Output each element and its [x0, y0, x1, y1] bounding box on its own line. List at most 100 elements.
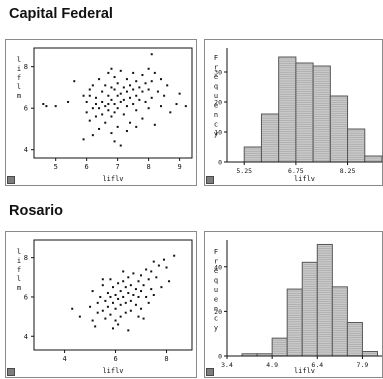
section-title-rosario: Rosario [9, 203, 63, 219]
svg-text:c: c [214, 121, 218, 129]
svg-text:y: y [214, 130, 218, 138]
data-point [142, 317, 145, 320]
scatter-panel-capital-federal[interactable]: 5 6 7 8 9 4 6 8 liflv l i f l m [5, 39, 197, 186]
data-point [127, 292, 130, 295]
data-point [110, 67, 113, 70]
data-point [129, 84, 132, 87]
data-point [85, 111, 88, 114]
data-point [94, 103, 97, 106]
data-point [42, 103, 45, 106]
data-point [125, 105, 128, 108]
data-point [73, 80, 76, 83]
data-point [107, 94, 110, 97]
data-point [88, 88, 91, 91]
data-point [137, 315, 140, 318]
x-tick-label: 9 [177, 163, 181, 171]
svg-text:e: e [214, 296, 218, 304]
data-point [147, 301, 150, 304]
data-point [116, 125, 119, 128]
data-point [101, 284, 104, 287]
data-point [125, 130, 128, 133]
data-point [101, 309, 104, 312]
data-point [141, 117, 144, 120]
data-point [152, 260, 155, 263]
y-tick-label: 4 [24, 333, 28, 341]
scatter-panel-rosario[interactable]: 4 6 8 4 6 8 liflv l i f l m [5, 231, 197, 378]
x-tick-label: 7 [116, 163, 120, 171]
resize-handle-icon[interactable] [7, 368, 15, 376]
data-point [173, 254, 176, 257]
section-title-capital-federal: Capital Federal [9, 6, 113, 22]
data-point [104, 121, 107, 124]
data-point [162, 258, 165, 261]
data-point [129, 96, 132, 99]
data-point [138, 98, 141, 101]
data-point [112, 286, 114, 289]
data-point [110, 132, 113, 135]
data-point [101, 100, 104, 103]
data-point [153, 71, 156, 74]
data-point [104, 299, 107, 302]
data-point [129, 299, 132, 302]
data-point [178, 92, 181, 95]
data-point [132, 103, 135, 106]
data-point [147, 107, 150, 110]
y-tick-label: 6 [24, 105, 28, 113]
svg-text:e: e [214, 102, 218, 110]
svg-text:F: F [214, 54, 218, 62]
y-tick-label: 40 [214, 263, 222, 271]
data-point [114, 307, 117, 310]
data-point [127, 329, 130, 332]
data-point [132, 272, 135, 275]
data-point [122, 86, 125, 89]
data-point [98, 127, 101, 130]
y-tick-label: 6 [24, 293, 28, 301]
x-axis-label: liflv [294, 367, 315, 375]
data-point [109, 278, 112, 281]
data-point [82, 94, 85, 97]
data-point [141, 73, 144, 76]
data-point [138, 86, 141, 89]
y-tick-label: 20 [214, 308, 222, 316]
resize-handle-icon[interactable] [206, 368, 214, 376]
data-point [113, 88, 116, 91]
data-point [122, 280, 125, 283]
data-point [135, 125, 138, 128]
data-point [91, 84, 94, 87]
histogram-bar [364, 155, 383, 163]
data-point [132, 294, 135, 296]
data-point [155, 276, 158, 279]
data-point [150, 270, 153, 273]
svg-text:q: q [214, 277, 218, 285]
resize-handle-icon[interactable] [7, 176, 15, 184]
histogram-bar [316, 243, 333, 357]
data-point [91, 134, 94, 137]
resize-handle-icon[interactable] [206, 176, 214, 184]
data-point [71, 307, 74, 310]
data-point [106, 292, 109, 295]
data-point [113, 111, 116, 114]
data-point [153, 123, 156, 126]
histogram-bar [295, 62, 314, 163]
x-tick-label: 8 [147, 163, 151, 171]
y-tick-label: 8 [24, 254, 28, 262]
data-point [140, 290, 143, 293]
data-point [122, 113, 125, 116]
data-point [132, 71, 135, 74]
data-point [116, 107, 119, 110]
data-point [94, 325, 97, 328]
data-point [94, 96, 97, 99]
x-tick-label: 5.25 [236, 167, 252, 175]
data-point [119, 315, 122, 318]
svg-text:c: c [214, 315, 218, 323]
plot-frame [33, 239, 193, 351]
svg-text:l: l [17, 56, 21, 64]
x-tick-label: 4.9 [266, 361, 278, 369]
data-point [104, 105, 107, 108]
data-point [91, 319, 94, 322]
